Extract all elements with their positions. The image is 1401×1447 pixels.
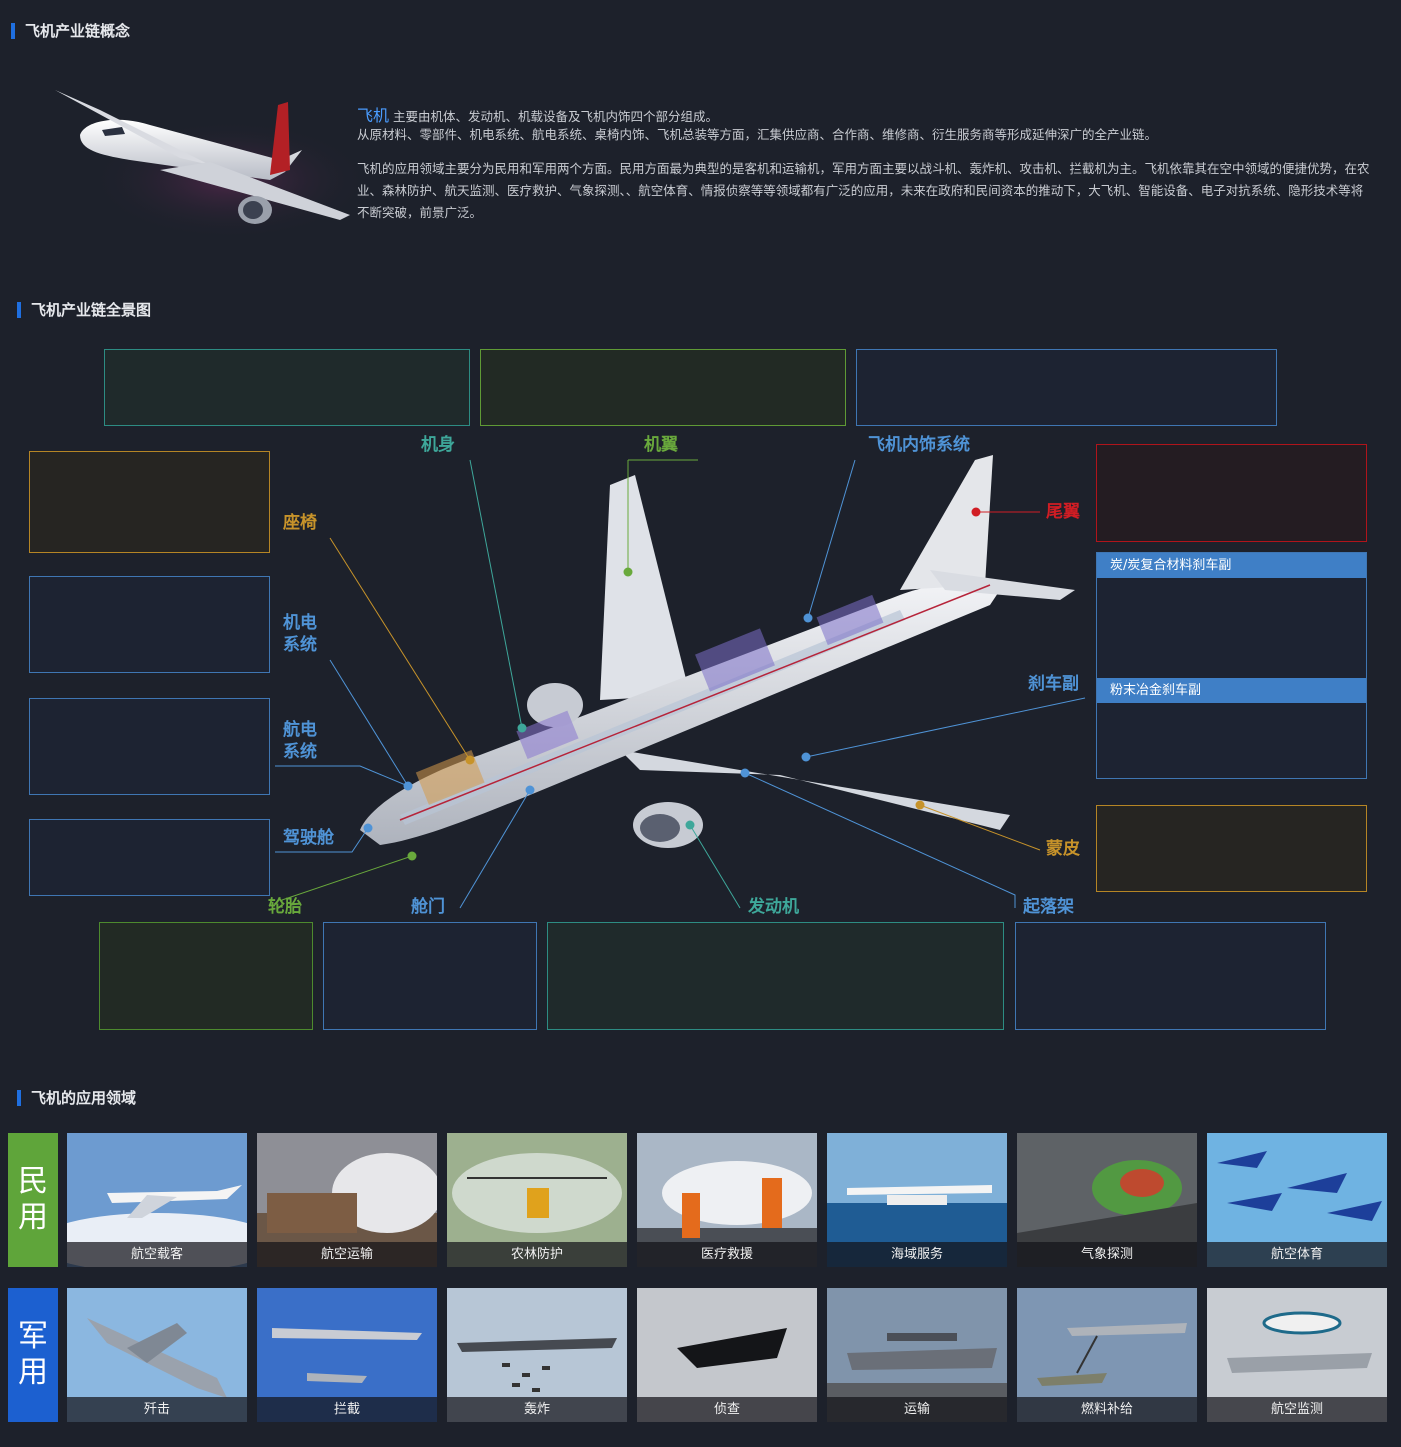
electromech-suppliers-box	[29, 576, 270, 673]
category-military: 军 用	[8, 1288, 58, 1422]
airliner-hero-image	[55, 90, 360, 240]
military-tile-surveillance[interactable]: 航空监测	[1207, 1288, 1387, 1422]
label-door: 舱门	[411, 897, 445, 917]
label-seat: 座椅	[283, 513, 317, 533]
landing-gear-suppliers-box	[1015, 922, 1326, 1030]
civil-caption-0: 航空载客	[67, 1242, 247, 1267]
intro-line1: 主要由机体、发动机、机载设备及飞机内饰四个部分组成。	[393, 109, 719, 124]
section-title-concept: 飞机产业链概念	[11, 22, 130, 40]
civil-tile-sports[interactable]: 航空体育	[1207, 1133, 1387, 1267]
section-title-applications: 飞机的应用领域	[17, 1089, 136, 1107]
brake-suppliers-box: 炭/炭复合材料刹车副 粉末冶金刹车副	[1096, 552, 1367, 779]
label-tail: 尾翼	[1046, 502, 1080, 522]
brake-type-powder: 粉末冶金刹车副	[1097, 678, 1366, 703]
military-caption-5: 燃料补给	[1017, 1397, 1197, 1422]
military-caption-3: 侦查	[637, 1397, 817, 1422]
label-avionics: 航电 系统	[283, 720, 317, 762]
interior-suppliers-box	[856, 349, 1277, 426]
label-tire: 轮胎	[268, 897, 302, 917]
label-interior: 飞机内饰系统	[868, 435, 970, 455]
civil-tile-passenger[interactable]: 航空载客	[67, 1133, 247, 1267]
label-electromech: 机电 系统	[283, 613, 317, 655]
intro-highlight: 飞机	[357, 106, 390, 125]
intro-text: 飞机 主要由机体、发动机、机载设备及飞机内饰四个部分组成。 从原材料、零部件、机…	[357, 105, 1372, 224]
military-tile-transport[interactable]: 运输	[827, 1288, 1007, 1422]
civil-tile-cargo[interactable]: 航空运输	[257, 1133, 437, 1267]
wing-suppliers-box	[480, 349, 846, 426]
military-caption-6: 航空监测	[1207, 1397, 1387, 1422]
military-tile-interceptor[interactable]: 拦截	[257, 1288, 437, 1422]
tire-suppliers-box	[99, 922, 313, 1030]
military-caption-2: 轰炸	[447, 1397, 627, 1422]
civil-caption-5: 气象探测	[1017, 1242, 1197, 1267]
seat-suppliers-box	[29, 451, 270, 553]
intro-para2: 飞机的应用领域主要分为民用和军用两个方面。民用方面最为典型的是客机和运输机，军用…	[357, 161, 1370, 220]
label-fuselage: 机身	[421, 435, 455, 455]
intro-line2: 从原材料、零部件、机电系统、航电系统、桌椅内饰、飞机总装等方面，汇集供应商、合作…	[357, 127, 1158, 142]
military-tile-bomber[interactable]: 轰炸	[447, 1288, 627, 1422]
label-wing: 机翼	[644, 435, 678, 455]
civil-caption-4: 海域服务	[827, 1242, 1007, 1267]
section-title-panorama: 飞机产业链全景图	[17, 301, 151, 319]
brake-type-carbon: 炭/炭复合材料刹车副	[1097, 553, 1366, 578]
civil-tile-maritime[interactable]: 海域服务	[827, 1133, 1007, 1267]
military-tile-fighter[interactable]: 歼击	[67, 1288, 247, 1422]
military-caption-0: 歼击	[67, 1397, 247, 1422]
aircraft-cutaway-diagram	[275, 455, 1086, 909]
label-brake: 刹车副	[1028, 674, 1079, 694]
civil-tile-agriculture[interactable]: 农林防护	[447, 1133, 627, 1267]
civil-caption-1: 航空运输	[257, 1242, 437, 1267]
skin-suppliers-box	[1096, 805, 1367, 892]
military-caption-4: 运输	[827, 1397, 1007, 1422]
label-skin: 蒙皮	[1046, 839, 1080, 859]
tail-suppliers-box	[1096, 444, 1367, 542]
label-cockpit: 驾驶舱	[283, 828, 334, 848]
label-landing-gear: 起落架	[1023, 897, 1074, 917]
category-civil: 民 用	[8, 1133, 58, 1267]
engine-suppliers-box	[547, 922, 1004, 1030]
military-tile-refuel[interactable]: 燃料补给	[1017, 1288, 1197, 1422]
cockpit-suppliers-box	[29, 819, 270, 896]
civil-tile-medical[interactable]: 医疗救援	[637, 1133, 817, 1267]
door-suppliers-box	[323, 922, 537, 1030]
civil-caption-3: 医疗救援	[637, 1242, 817, 1267]
civil-caption-2: 农林防护	[447, 1242, 627, 1267]
military-caption-1: 拦截	[257, 1397, 437, 1422]
military-tile-recon[interactable]: 侦查	[637, 1288, 817, 1422]
fuselage-suppliers-box	[104, 349, 470, 426]
avionics-suppliers-box	[29, 698, 270, 795]
civil-tile-weather[interactable]: 气象探测	[1017, 1133, 1197, 1267]
civil-caption-6: 航空体育	[1207, 1242, 1387, 1267]
label-engine: 发动机	[748, 897, 799, 917]
